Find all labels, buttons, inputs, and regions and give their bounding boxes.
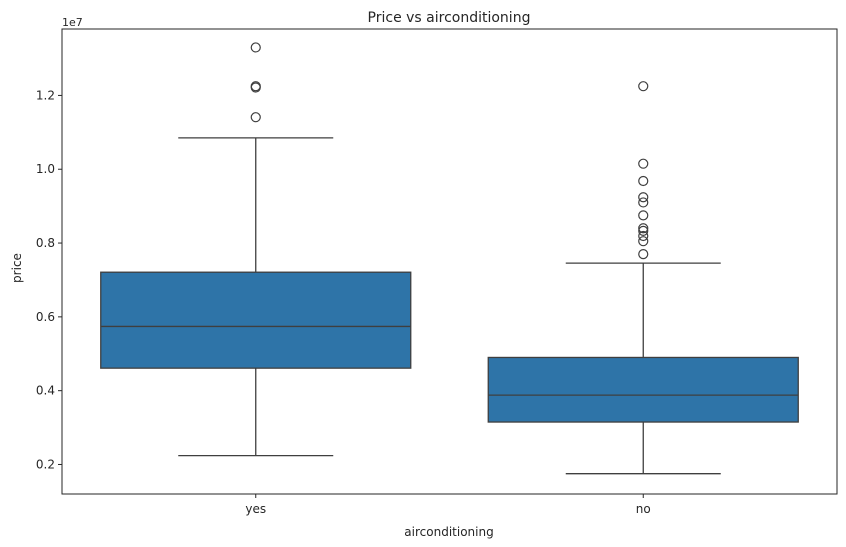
- plot-area: 0.2 0.4 0.6 0.8 1.0 1.2 yes no: [36, 28, 838, 516]
- outlier-point: [638, 192, 649, 203]
- y-axis-offset-label: 1e7: [62, 16, 83, 29]
- box-no: [487, 356, 799, 423]
- y-tick-label: 1.0: [36, 162, 55, 176]
- outlier-point: [250, 82, 261, 93]
- y-tick-label: 0.8: [36, 236, 55, 250]
- y-tick-label: 0.4: [36, 384, 55, 398]
- outlier-point: [638, 225, 649, 236]
- outlier-point: [638, 230, 649, 242]
- x-tick-label: yes: [245, 502, 266, 516]
- outlier-point: [250, 112, 261, 123]
- outlier-point: [638, 236, 649, 247]
- y-tick-label: 0.2: [36, 457, 55, 471]
- outlier-point: [638, 197, 649, 208]
- y-tick-label: 0.6: [36, 310, 55, 324]
- y-axis-label: price: [10, 253, 24, 283]
- y-tick-label: 1.2: [36, 88, 55, 102]
- outlier-point: [638, 81, 649, 92]
- x-axis-label: airconditioning: [404, 525, 493, 539]
- outlier-point: [638, 249, 649, 260]
- box-yes: [100, 271, 412, 369]
- outlier-point: [638, 175, 649, 187]
- x-tick-label: no: [636, 502, 651, 516]
- outlier-point: [250, 42, 261, 53]
- chart-title: Price vs airconditioning: [368, 10, 531, 26]
- axes-frame: [61, 28, 838, 495]
- outlier-point: [638, 158, 649, 169]
- outlier-point: [638, 210, 649, 221]
- outlier-point: [638, 223, 649, 234]
